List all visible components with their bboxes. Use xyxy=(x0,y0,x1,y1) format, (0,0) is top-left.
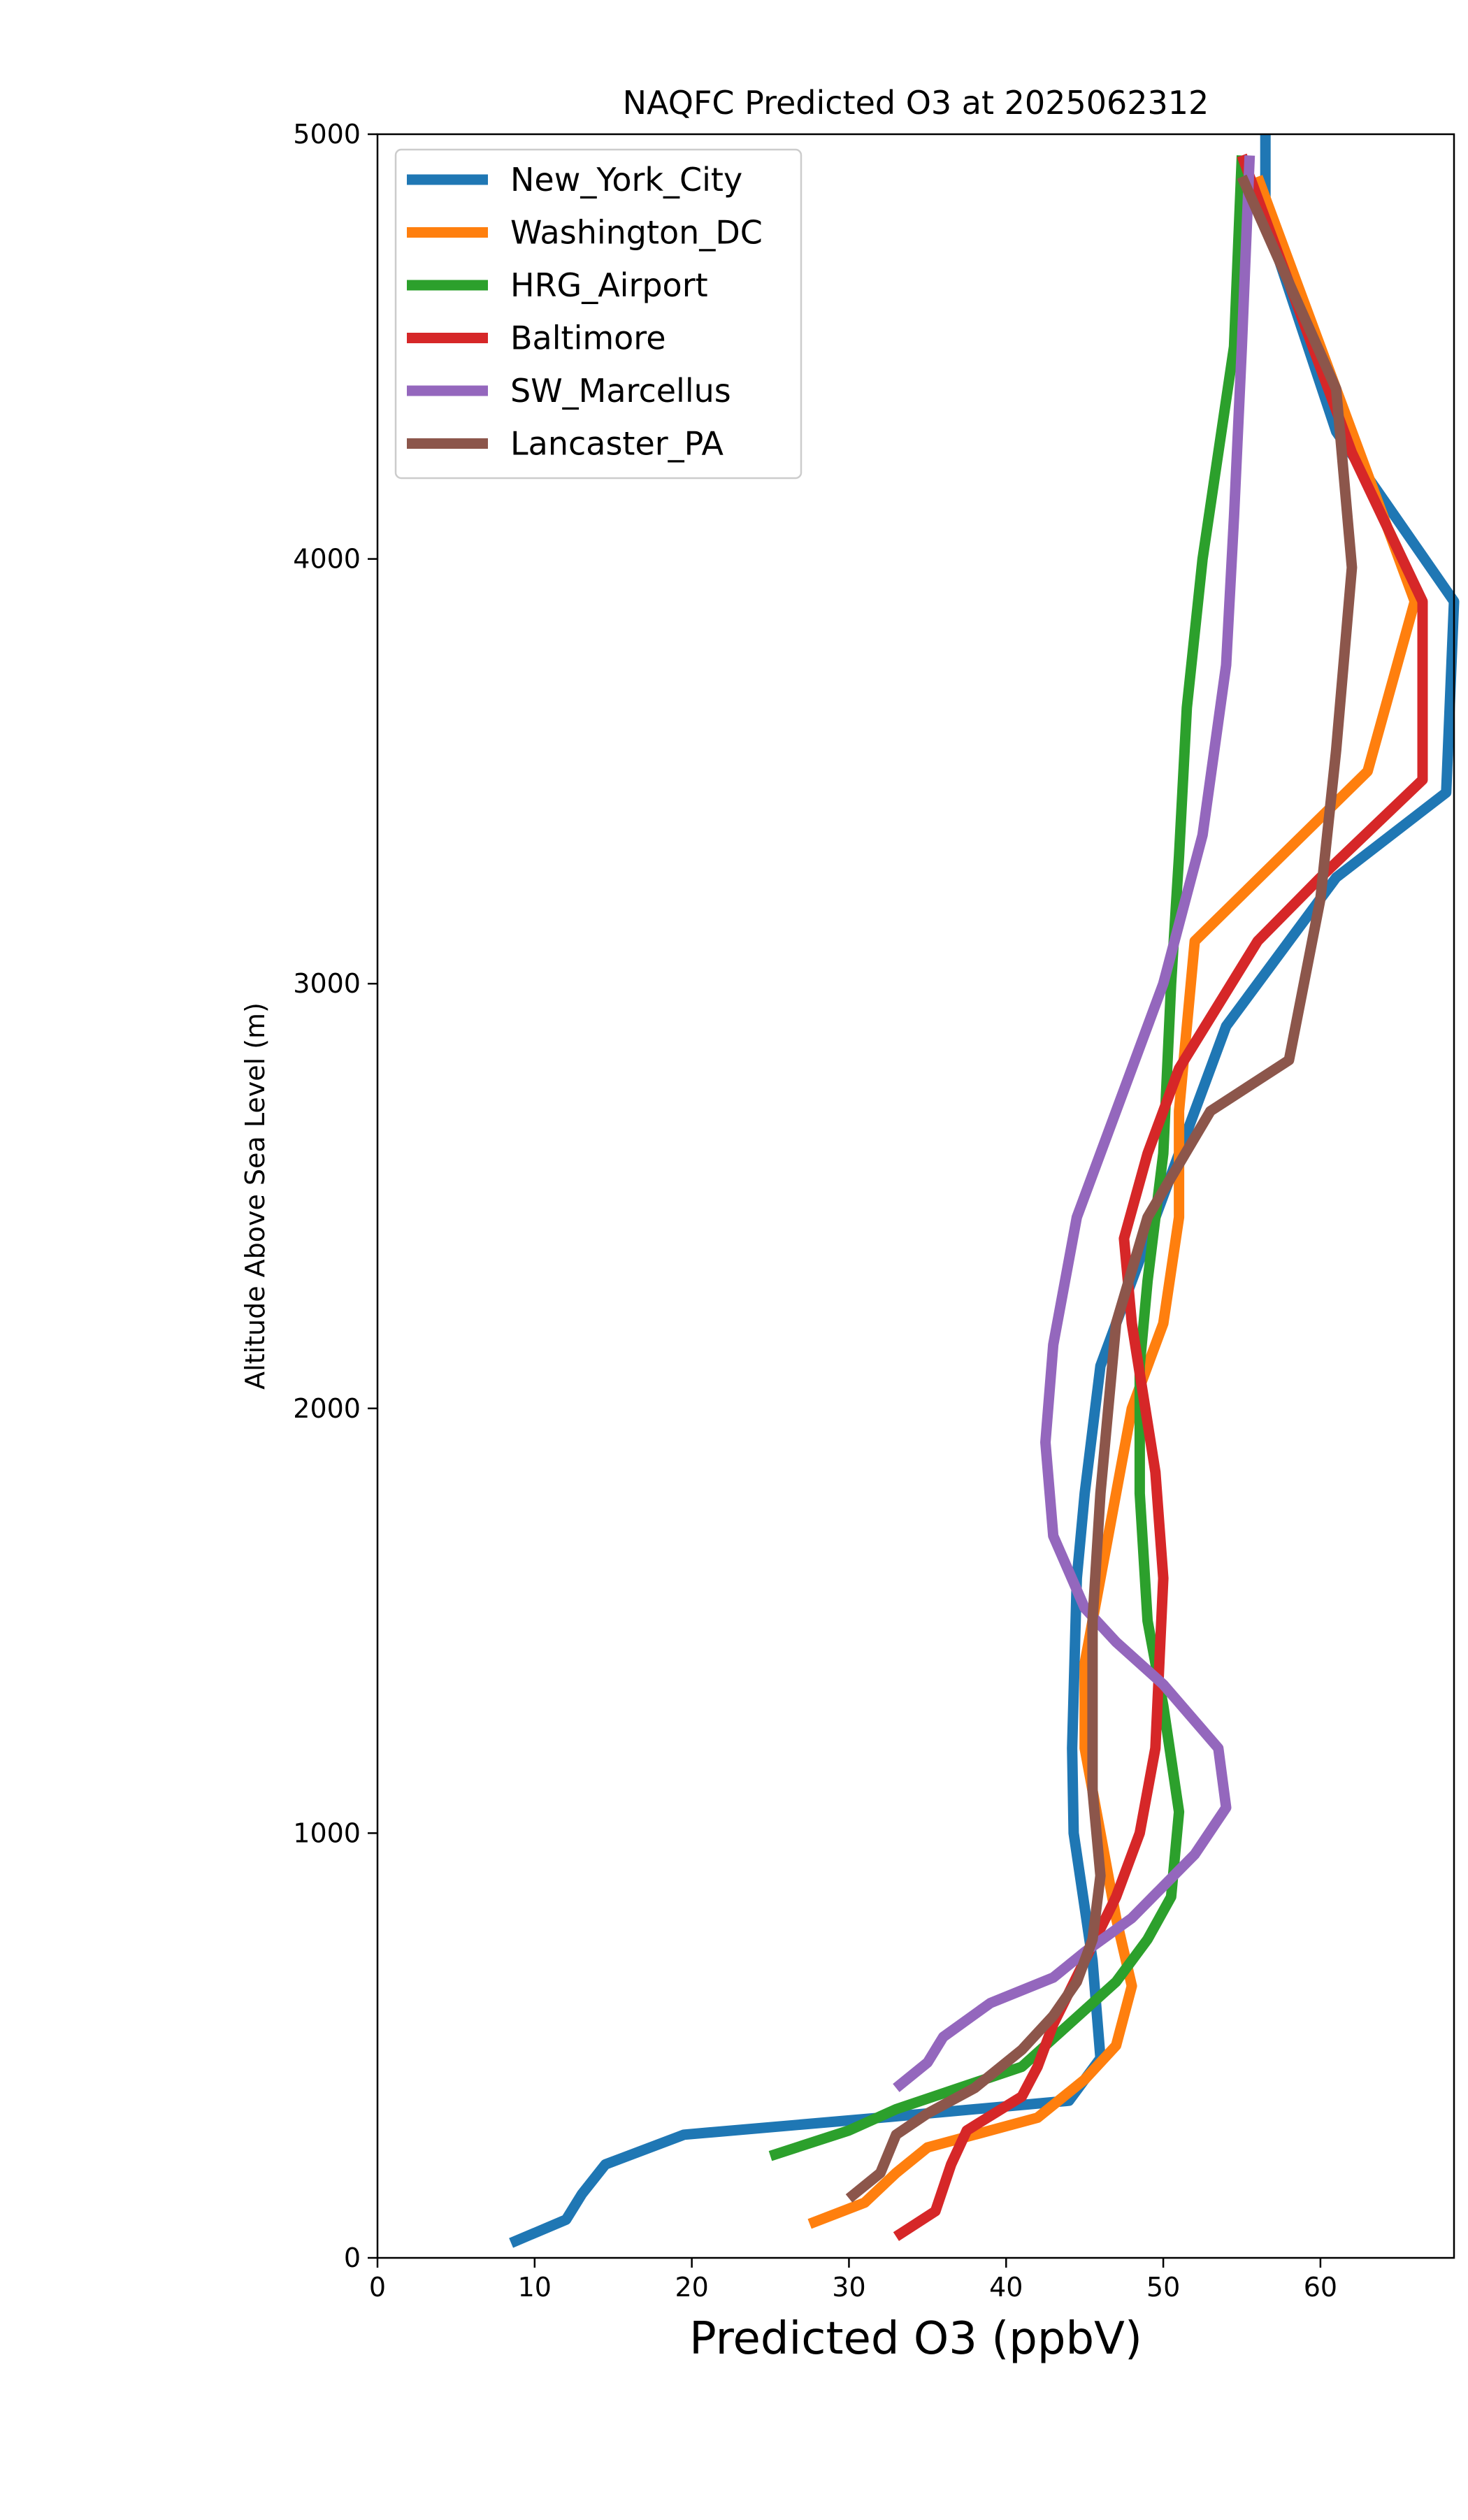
legend-label: HRG_Airport xyxy=(510,266,708,304)
series-line-baltimore xyxy=(893,153,1428,2241)
chart-title: NAQFC Predicted O3 at 2025062312 xyxy=(623,84,1209,122)
y-tick-label: 0 xyxy=(344,2242,361,2273)
y-tick-label: 2000 xyxy=(293,1393,361,1424)
y-tick-label: 1000 xyxy=(293,1817,361,1848)
x-tick-label: 10 xyxy=(518,2272,552,2303)
legend-label: Baltimore xyxy=(510,319,666,357)
axis-ticks: 0 10 20 30 40 50 60 0 1000 2000 3000 4000 5000 xyxy=(293,119,1337,2303)
legend-label: SW_Marcellus xyxy=(510,372,731,410)
x-tick-label: 40 xyxy=(989,2272,1023,2303)
plot-area xyxy=(377,134,1454,2258)
series-lines xyxy=(509,134,1460,2248)
legend-label: Washington_DC xyxy=(510,214,763,252)
x-tick-label: 50 xyxy=(1146,2272,1180,2303)
legend-box xyxy=(394,148,803,480)
x-tick-label: 0 xyxy=(369,2272,386,2303)
legend-label: Lancaster_PA xyxy=(510,425,724,463)
y-tick-label: 4000 xyxy=(293,544,361,575)
y-tick-label: 3000 xyxy=(293,968,361,999)
plot-frame xyxy=(376,133,1455,2259)
series-line-washington-dc xyxy=(807,175,1420,2229)
series-line-lancaster-pa xyxy=(845,174,1358,2203)
legend-label: New_York_City xyxy=(510,161,742,199)
series-line-sw-marcellus xyxy=(893,155,1255,2092)
y-tick-label: 5000 xyxy=(293,119,361,150)
y-axis-label: Altitude Above Sea Level (m) xyxy=(240,1002,271,1390)
x-tick-label: 30 xyxy=(832,2272,865,2303)
x-axis-label: Predicted O3 (ppbV) xyxy=(689,2313,1142,2365)
x-tick-label: 60 xyxy=(1304,2272,1337,2303)
series-line-new-york-city xyxy=(509,134,1460,2248)
legend: New_York_City Washington_DC HRG_Airport Bal… xyxy=(394,148,803,480)
x-tick-label: 20 xyxy=(675,2272,708,2303)
